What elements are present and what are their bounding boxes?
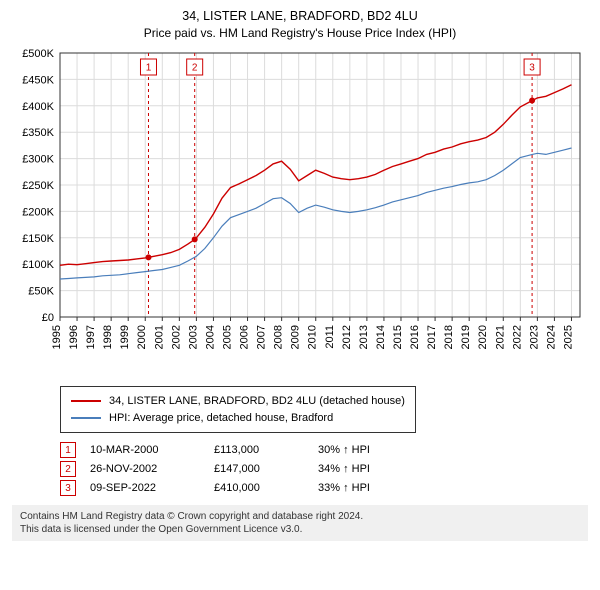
sales-table: 1 10-MAR-2000 £113,000 30% ↑ HPI 2 26-NOV-200…: [12, 439, 588, 499]
sale-row-date: 26-NOV-2002: [90, 463, 200, 475]
legend-label: 34, LISTER LANE, BRADFORD, BD2 4LU (deta…: [109, 393, 405, 410]
sale-marker-dot: [529, 98, 535, 104]
x-tick-label: 2023: [528, 325, 540, 349]
x-tick-label: 2014: [375, 325, 387, 349]
sale-marker-dot: [192, 236, 198, 242]
sale-marker-dot: [145, 254, 151, 260]
y-tick-label: £50K: [28, 286, 54, 298]
y-tick-label: £450K: [22, 74, 54, 86]
x-tick-label: 1999: [119, 325, 131, 349]
x-tick-label: 2005: [221, 325, 233, 349]
x-tick-label: 2018: [443, 325, 455, 349]
chart-container: 34, LISTER LANE, BRADFORD, BD2 4LU Price…: [0, 0, 600, 590]
legend-swatch: [71, 400, 101, 402]
x-tick-label: 2017: [426, 325, 438, 349]
legend-swatch: [71, 417, 101, 419]
sale-marker-label: 3: [529, 63, 535, 74]
x-tick-label: 2015: [392, 325, 404, 349]
x-tick-label: 2011: [324, 325, 336, 349]
chart-subtitle: Price paid vs. HM Land Registry's House …: [12, 25, 588, 41]
y-tick-label: £400K: [22, 101, 54, 113]
sale-row-date: 10-MAR-2000: [90, 444, 200, 456]
x-tick-label: 2020: [477, 325, 489, 349]
sale-row-price: £147,000: [214, 463, 304, 475]
y-tick-label: £300K: [22, 154, 54, 166]
x-tick-label: 2021: [494, 325, 506, 349]
x-tick-label: 2007: [256, 325, 268, 349]
footer-line-2: This data is licensed under the Open Gov…: [20, 523, 580, 536]
legend-label: HPI: Average price, detached house, Brad…: [109, 410, 333, 427]
y-tick-label: £150K: [22, 233, 54, 245]
x-tick-label: 2000: [136, 325, 148, 349]
sale-marker-label: 2: [192, 63, 198, 74]
sale-row: 1 10-MAR-2000 £113,000 30% ↑ HPI: [60, 442, 588, 458]
x-tick-label: 2008: [273, 325, 285, 349]
sale-row-marker: 2: [60, 461, 76, 477]
sale-marker-label: 1: [146, 63, 152, 74]
legend-row: HPI: Average price, detached house, Brad…: [71, 410, 405, 427]
legend: 34, LISTER LANE, BRADFORD, BD2 4LU (deta…: [60, 386, 416, 433]
x-tick-label: 2004: [204, 325, 216, 349]
x-tick-label: 1996: [68, 325, 80, 349]
x-tick-label: 1995: [51, 325, 63, 349]
x-tick-label: 2003: [187, 325, 199, 349]
sale-row-delta: 33% ↑ HPI: [318, 482, 370, 494]
x-tick-label: 2002: [170, 325, 182, 349]
legend-row: 34, LISTER LANE, BRADFORD, BD2 4LU (deta…: [71, 393, 405, 410]
x-tick-label: 2001: [153, 325, 165, 349]
x-tick-label: 2006: [239, 325, 251, 349]
chart-area: £0 £50K £100K £150K £200K £250K £300K £350K £400…: [12, 45, 588, 380]
chart-title: 34, LISTER LANE, BRADFORD, BD2 4LU: [12, 8, 588, 25]
x-tick-label: 2019: [460, 325, 472, 349]
x-tick-label: 2016: [409, 325, 421, 349]
x-tick-label: 1997: [85, 325, 97, 349]
y-tick-label: £100K: [22, 259, 54, 271]
sale-row-price: £113,000: [214, 444, 304, 456]
footer-attribution: Contains HM Land Registry data © Crown c…: [12, 505, 588, 541]
y-tick-label: £250K: [22, 180, 54, 192]
sale-row-marker: 1: [60, 442, 76, 458]
x-tick-label: 2009: [290, 325, 302, 349]
y-tick-label: £500K: [22, 48, 54, 60]
line-chart-svg: £0 £50K £100K £150K £200K £250K £300K £350K £400…: [12, 45, 588, 375]
sale-row-price: £410,000: [214, 482, 304, 494]
sale-row-delta: 30% ↑ HPI: [318, 444, 370, 456]
x-tick-label: 2022: [511, 325, 523, 349]
y-tick-label: £350K: [22, 127, 54, 139]
sale-row: 3 09-SEP-2022 £410,000 33% ↑ HPI: [60, 480, 588, 496]
y-tick-label: £0: [42, 312, 54, 324]
footer-line-1: Contains HM Land Registry data © Crown c…: [20, 510, 580, 523]
y-tick-label: £200K: [22, 206, 54, 218]
sale-row-marker: 3: [60, 480, 76, 496]
x-tick-label: 2012: [341, 325, 353, 349]
sale-row-date: 09-SEP-2022: [90, 482, 200, 494]
sale-row-delta: 34% ↑ HPI: [318, 463, 370, 475]
x-tick-label: 2010: [307, 325, 319, 349]
sale-row: 2 26-NOV-2002 £147,000 34% ↑ HPI: [60, 461, 588, 477]
x-tick-label: 2025: [562, 325, 574, 349]
x-tick-label: 1998: [102, 325, 114, 349]
x-tick-label: 2013: [358, 325, 370, 349]
x-tick-label: 2024: [545, 325, 557, 349]
